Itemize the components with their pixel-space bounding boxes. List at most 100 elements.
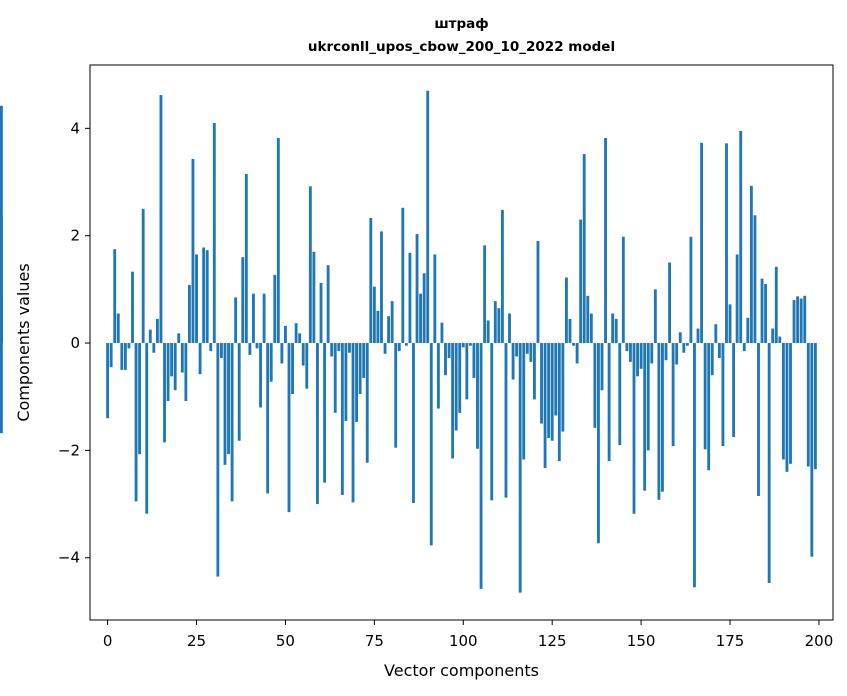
bar [785,343,789,472]
bar [394,343,398,448]
bar [444,343,447,376]
bar [412,343,415,503]
bar [543,343,547,469]
bar [625,343,629,352]
bar [141,208,145,344]
x-tick-label: 25 [187,632,206,650]
y-tick-label: 4 [70,119,80,137]
bar [579,219,583,344]
bar [380,231,383,344]
chart-subtitle: ukrconll_upos_cbow_200_10_2022 model [308,39,615,55]
bar [145,343,149,514]
bar [216,343,220,577]
bar [326,265,330,344]
bar [294,323,298,344]
bar [276,138,280,344]
bar [273,274,277,344]
bar [429,343,433,546]
bar [646,343,650,451]
bar [589,313,593,344]
bar [383,343,387,354]
bar [465,343,469,400]
bar [714,324,718,344]
bar [668,262,671,344]
bar [365,343,369,463]
bar [689,236,693,344]
bar [700,142,704,344]
bar [415,234,419,344]
bar [401,207,405,344]
bar [408,252,412,344]
bar [685,343,689,346]
bar [604,138,607,344]
bar [789,343,792,464]
bar [205,250,209,344]
bar [148,329,152,344]
bar [159,95,163,344]
bar [561,343,565,432]
bar [173,343,177,391]
bar [639,343,643,369]
bar [582,154,586,344]
bar [629,343,632,362]
bar [170,343,174,377]
bar [497,308,501,344]
bar [757,343,760,497]
bar [536,241,540,344]
bar [586,295,590,344]
bar [472,343,476,378]
bar [728,304,732,344]
bar [316,343,319,505]
bar [131,271,134,344]
bar [422,273,426,344]
bar [298,333,302,344]
bar [550,343,554,441]
bar [725,143,728,344]
bar [106,343,110,419]
bar [742,343,746,352]
bar [664,343,668,361]
bar [575,343,579,364]
bar [152,343,156,353]
bar [796,296,800,344]
bar [191,158,195,344]
bar [515,343,519,357]
bar [426,90,430,344]
bar [237,343,241,441]
bar [120,343,124,370]
x-axis-label: Vector components [384,661,539,680]
bar [806,343,810,467]
bar [607,343,611,462]
x-axis-ticks: 0 25 50 75 100 125 150 175 200 [103,620,833,650]
bar [340,343,344,495]
bar [227,343,230,455]
bar [479,343,483,589]
bar [138,343,142,455]
bar [248,343,252,355]
bar [269,343,273,382]
bar [134,343,138,502]
bar [597,343,600,544]
bar [287,343,291,513]
bar [259,343,262,408]
x-tick-label: 50 [276,632,295,650]
bar [195,254,198,344]
bar [155,318,159,344]
bar [223,343,227,465]
bar [767,343,771,583]
bar [778,336,782,344]
bar [344,343,348,421]
bar [682,343,686,353]
bar [305,343,309,389]
bar [280,343,284,364]
bar [764,283,768,344]
bar [650,343,654,364]
bar [390,301,394,344]
bar [262,293,266,344]
bar [522,343,526,460]
bar [266,343,270,494]
bar [337,343,341,352]
bar [184,343,188,402]
bar [717,343,721,359]
